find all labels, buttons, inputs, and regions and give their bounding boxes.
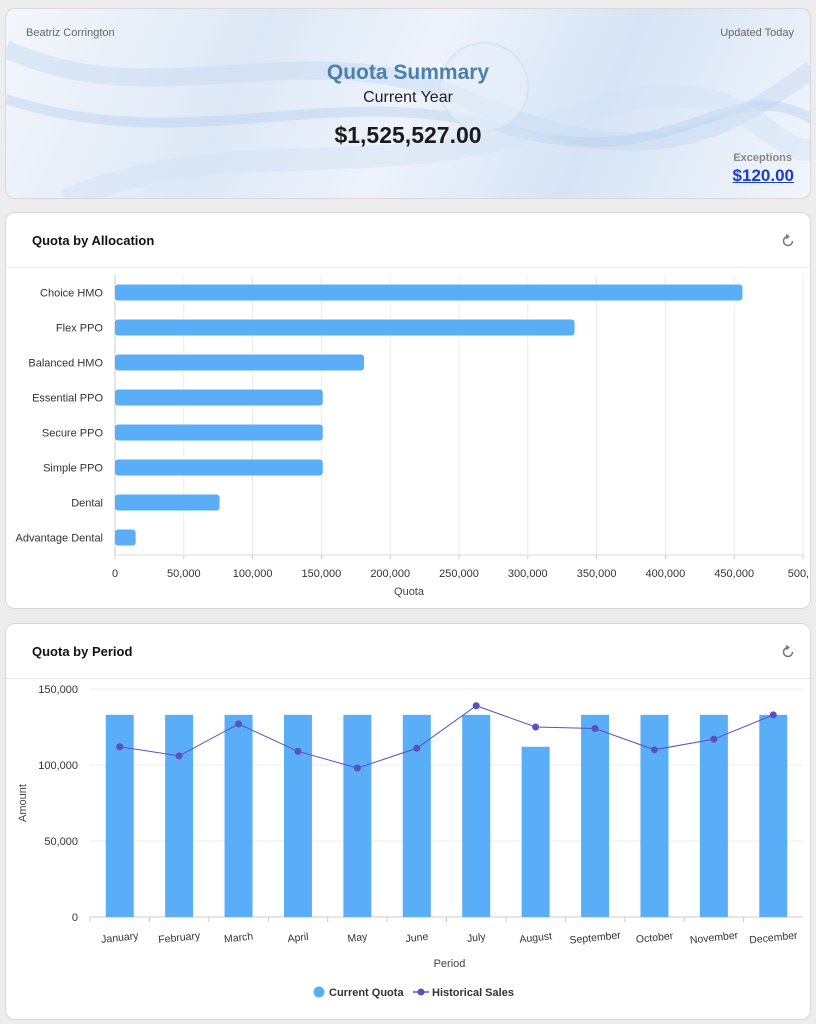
x-tick-label: 100,000 — [233, 568, 273, 580]
y-tick-label: Secure PPO — [42, 428, 104, 440]
x-tick-label: August — [519, 930, 553, 945]
x-tick-label: 50,000 — [167, 568, 201, 580]
x-tick-label: 400,000 — [646, 568, 686, 580]
exceptions-link[interactable]: $120.00 — [732, 166, 794, 185]
x-axis-title: Period — [434, 958, 466, 970]
bar — [165, 714, 194, 917]
x-tick-label: September — [569, 929, 622, 946]
x-tick-label: May — [347, 931, 369, 945]
series-line — [119, 705, 774, 769]
y-tick-label: Flex PPO — [56, 323, 104, 335]
background-waves — [6, 40, 810, 198]
refresh-icon[interactable] — [780, 233, 796, 249]
series-point — [650, 746, 658, 754]
page-title: Quota Summary — [326, 61, 490, 84]
x-tick-label: June — [405, 931, 429, 945]
bar — [699, 714, 728, 917]
series-point — [116, 743, 124, 751]
refresh-icon[interactable] — [780, 644, 796, 660]
y-tick-label: 0 — [72, 912, 78, 924]
series-point — [591, 725, 599, 733]
y-tick-label: Balanced HMO — [28, 358, 103, 370]
x-tick-label: 200,000 — [370, 568, 410, 580]
x-tick-label: December — [749, 929, 799, 946]
series-point — [532, 723, 540, 731]
x-tick-label: 250,000 — [439, 568, 479, 580]
x-tick-label: November — [689, 929, 739, 946]
y-tick-label: Dental — [71, 498, 103, 510]
y-tick-label: 100,000 — [38, 760, 78, 772]
user-name: Beatriz Corrington — [26, 27, 115, 39]
bar — [343, 714, 372, 917]
bar — [581, 714, 610, 917]
x-axis-title: Quota — [394, 586, 425, 598]
x-tick-label: 300,000 — [508, 568, 548, 580]
series-point — [235, 720, 243, 728]
x-tick-label: 350,000 — [577, 568, 617, 580]
bar — [115, 424, 323, 441]
bar — [115, 284, 743, 301]
bar — [462, 714, 491, 917]
allocation-chart: 0 50,000 100,000 150,000 200,000 250,000 300,0… — [16, 275, 811, 598]
card-title: Quota by Period — [32, 644, 133, 659]
divider — [6, 678, 810, 679]
bar — [115, 459, 323, 476]
x-tick-label: July — [466, 931, 487, 945]
y-tick-label: 150,000 — [38, 684, 78, 696]
bar — [115, 494, 220, 511]
y-tick-label: Simple PPO — [43, 463, 103, 475]
quota-summary-card: Beatriz Corrington Updated Today Quota S… — [5, 8, 811, 199]
legend-label: Current Quota — [329, 987, 404, 999]
divider — [6, 267, 810, 268]
y-tick-label: Choice HMO — [40, 288, 103, 300]
x-tick-label: February — [158, 930, 202, 946]
total-quota-amount: $1,525,527.00 — [334, 122, 482, 148]
bar — [115, 529, 136, 546]
bar — [521, 746, 550, 917]
series-point — [353, 764, 361, 772]
y-axis-title: Amount — [17, 784, 29, 822]
page-subtitle: Current Year — [363, 89, 453, 106]
x-tick-label: 150,000 — [302, 568, 342, 580]
series-point — [413, 744, 421, 752]
card-title: Quota by Allocation — [32, 233, 155, 248]
series-point — [710, 735, 718, 743]
bar — [283, 714, 312, 917]
legend-marker-bar — [313, 986, 325, 998]
y-tick-label: Advantage Dental — [16, 533, 103, 545]
y-tick-label: 50,000 — [44, 836, 78, 848]
bar — [224, 714, 253, 917]
x-tick-label: 0 — [112, 568, 118, 580]
bar — [640, 714, 669, 917]
x-tick-label: April — [287, 931, 309, 945]
bar — [759, 714, 788, 917]
x-tick-label: March — [224, 930, 254, 945]
x-tick-label: 500,... — [788, 568, 811, 580]
exceptions-label: Exceptions — [733, 152, 792, 164]
x-tick-label: January — [101, 930, 140, 946]
quota-by-allocation-card: Quota by Allocation 0 50,000 100,000 150,00… — [5, 212, 811, 609]
series-point — [472, 702, 480, 710]
series-point — [294, 747, 302, 755]
legend-marker-point — [417, 988, 425, 996]
bar — [115, 389, 323, 406]
updated-status: Updated Today — [720, 27, 794, 39]
quota-by-period-card: Quota by Period 0 50,000 100,000 150,000 Amo… — [5, 623, 811, 1020]
y-tick-label: Essential PPO — [32, 393, 103, 405]
bar — [115, 354, 365, 371]
period-chart: 0 50,000 100,000 150,000 Amount January Februa… — [17, 684, 803, 999]
series-point — [769, 711, 777, 719]
bar — [115, 319, 575, 336]
x-tick-label: 450,000 — [714, 568, 754, 580]
legend-label: Historical Sales — [432, 987, 514, 999]
series-point — [175, 752, 183, 760]
x-tick-label: October — [635, 930, 674, 946]
